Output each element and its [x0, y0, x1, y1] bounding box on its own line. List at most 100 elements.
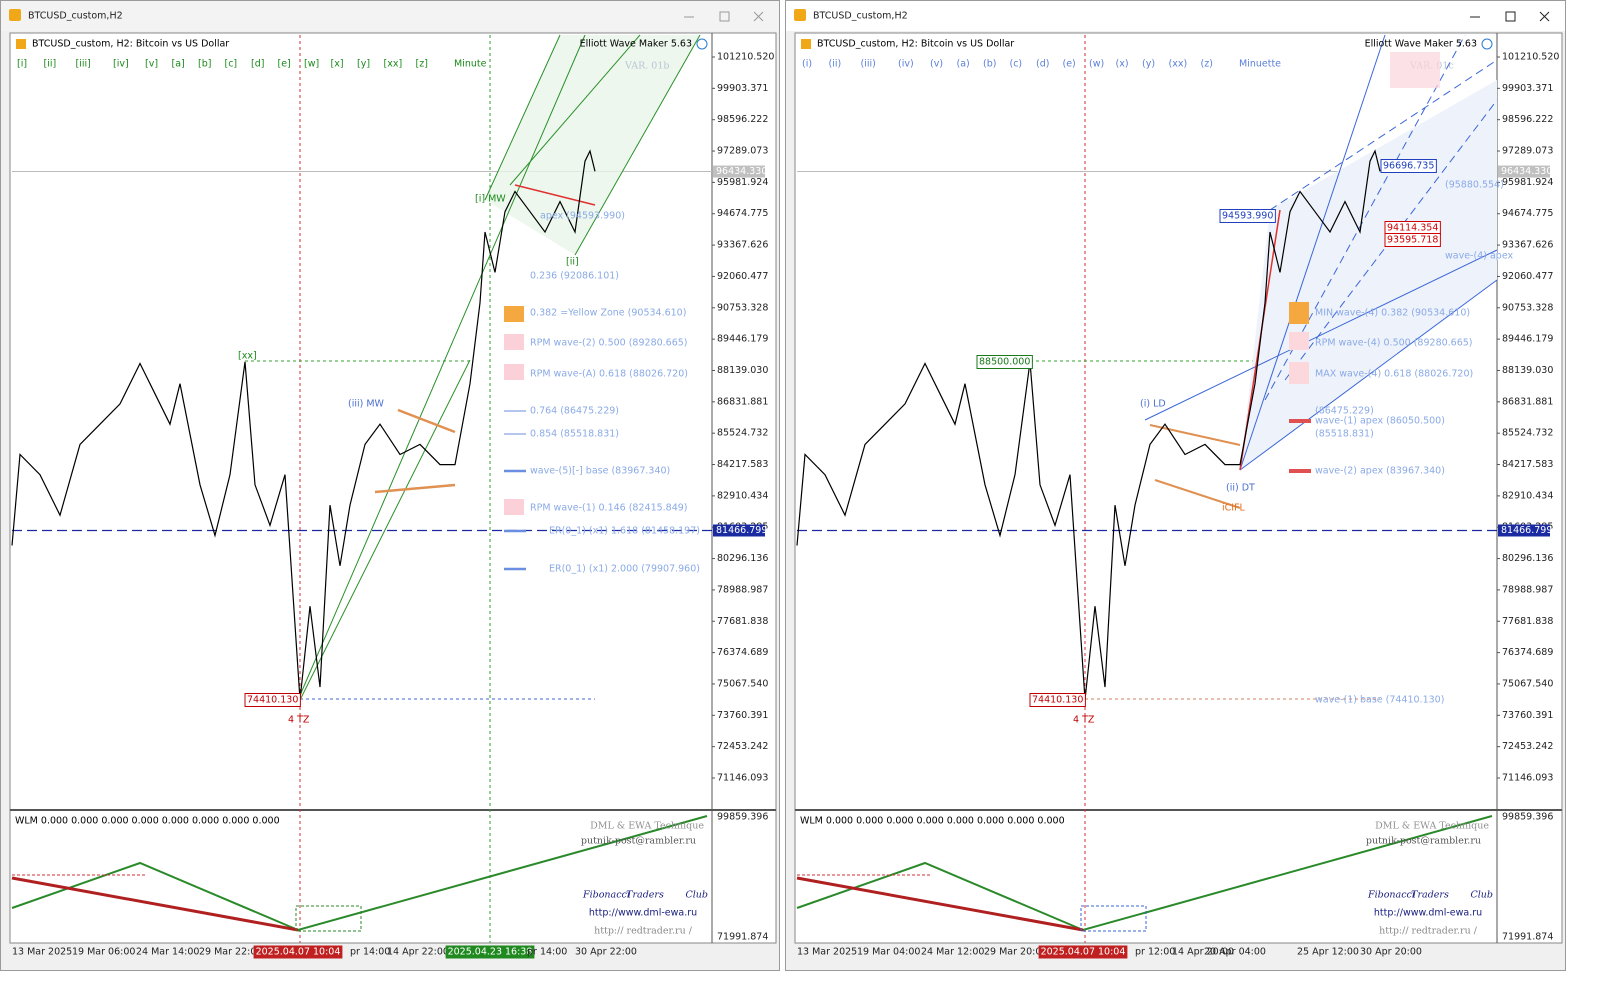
wave-button[interactable]: (d) [1036, 59, 1049, 70]
level-label: 81466.799 [1501, 525, 1552, 536]
wave-button[interactable]: (a) [957, 59, 970, 70]
indicator-line [11, 876, 299, 932]
wave-button[interactable]: [v] [145, 59, 158, 70]
maximize-button[interactable] [719, 11, 730, 22]
tool-icon[interactable] [1481, 38, 1493, 50]
wave-annotation: 0.236 (92086.101) [530, 271, 619, 282]
wave-button[interactable]: [e] [278, 59, 291, 70]
price-tick-label: 84217.583 [717, 459, 768, 470]
channel-line [484, 34, 561, 201]
wave-button[interactable]: [a] [172, 59, 185, 70]
wave-button[interactable]: [iii] [76, 59, 91, 70]
price-tick-label: 71146.093 [717, 773, 768, 784]
orange-line [374, 483, 456, 494]
title-bar [1, 1, 779, 31]
wave-annotation: (i) LD [1140, 399, 1166, 410]
wave-button[interactable]: (z) [1201, 59, 1213, 70]
price-tick-label: 86831.881 [1502, 396, 1553, 407]
price-tick-label: 90753.328 [717, 302, 768, 313]
wave-button[interactable]: [iv] [113, 59, 129, 70]
price-tag-box [1029, 693, 1086, 707]
time-tick-label: 29 Mar 20:00 [984, 947, 1047, 958]
price-tick-label: 89446.179 [717, 334, 768, 345]
price-tick-label: 90753.328 [1502, 302, 1553, 313]
wave-button[interactable]: (b) [983, 59, 996, 70]
wave-annotation: [ii] [566, 257, 579, 268]
wave-button[interactable]: (iii) [861, 59, 876, 70]
wave-button[interactable]: [xx] [384, 59, 403, 70]
wave-annotation: wave-(4) apex [1445, 251, 1513, 262]
time-tick-label: 13 Mar 2025 [12, 947, 72, 958]
wave-annotation: 93595.718 [1387, 235, 1438, 246]
wave-button[interactable]: (e) [1063, 59, 1076, 70]
price-tick-label: 78988.987 [717, 584, 768, 595]
wave-button[interactable]: [b] [198, 59, 211, 70]
close-button[interactable] [753, 11, 764, 22]
variant-zone [1390, 52, 1440, 88]
wave-button[interactable]: (y) [1142, 59, 1155, 70]
time-tick-label: 20 Apr 04:00 [1204, 947, 1266, 958]
channel-line [509, 34, 641, 186]
price-tick-label: 73760.391 [1502, 710, 1553, 721]
price-tick-label: 85524.732 [717, 428, 768, 439]
indicator-top: 99859.396 [717, 812, 768, 823]
credit: Fibonacci [1367, 890, 1415, 901]
price-line [796, 149, 1381, 700]
wave-button[interactable]: [x] [331, 59, 344, 70]
credit-link[interactable]: http://www.dml-ewa.ru [589, 908, 697, 919]
wave-annotation: 74410.130 [1032, 695, 1083, 706]
indicator-bottom: 71991.874 [717, 932, 768, 943]
wave-annotation: 94593.990 [1222, 211, 1273, 222]
wave-button[interactable]: [y] [357, 59, 370, 70]
indicator-bottom: 71991.874 [1502, 932, 1553, 943]
wave-button[interactable]: [c] [225, 59, 238, 70]
wave-button[interactable]: (ii) [829, 59, 842, 70]
last-price-label: 96434.330 [716, 166, 767, 177]
wave-button[interactable]: [w] [304, 59, 319, 70]
credit-link[interactable]: http:// redtrader.ru / [594, 926, 693, 937]
close-button[interactable] [1539, 11, 1550, 22]
wave-button[interactable]: [d] [251, 59, 264, 70]
wave-annotation: 0.854 (85518.831) [530, 429, 619, 440]
price-tick-label: 93367.626 [1502, 240, 1553, 251]
price-tick-label: 99903.371 [717, 83, 768, 94]
time-marker-box [253, 945, 343, 959]
price-tick-label: 95981.924 [1502, 177, 1553, 188]
credit-link[interactable]: http:// redtrader.ru / [1379, 926, 1478, 937]
wave-annotation: 96696.735 [1383, 161, 1434, 172]
wave-button[interactable]: (w) [1089, 59, 1104, 70]
wave-button[interactable]: (v) [930, 59, 943, 70]
price-tick-label: 88139.030 [717, 365, 768, 376]
zone-swatch [504, 499, 524, 515]
maximize-button[interactable] [1505, 11, 1516, 22]
wave-button[interactable]: (iv) [898, 59, 914, 70]
price-tick-label: 72453.242 [1502, 741, 1553, 752]
orange-line [1149, 424, 1241, 446]
wave-annotation: [i] MW [475, 194, 506, 205]
tool-icon[interactable] [696, 38, 708, 50]
credit: Traders [1411, 890, 1449, 901]
last-price-box [1498, 165, 1550, 178]
price-tick-label: 99903.371 [1502, 83, 1553, 94]
time-tick-label: 2025.04.07 10:04 [256, 947, 341, 958]
app-icon [9, 9, 21, 21]
wave-button[interactable]: [ii] [44, 59, 57, 70]
wave-mode[interactable]: Minuette [1239, 59, 1281, 70]
wave-button[interactable]: [i] [17, 59, 27, 70]
credit: Traders [626, 890, 664, 901]
wave-button[interactable]: (c) [1010, 59, 1023, 70]
time-tick-label: 24 Mar 14:00 [136, 947, 199, 958]
wave-button[interactable]: [z] [416, 59, 428, 70]
zone-swatch [1289, 302, 1309, 324]
price-tag-box [976, 355, 1033, 369]
symbol-icon [801, 39, 811, 49]
time-marker-box [1038, 945, 1128, 959]
wave-mode[interactable]: Minute [454, 59, 487, 70]
wave-button[interactable]: (x) [1116, 59, 1129, 70]
credit-link[interactable]: http://www.dml-ewa.ru [1374, 908, 1482, 919]
wave-button[interactable]: (i) [802, 59, 812, 70]
orange-line [397, 408, 456, 434]
indicator-top: 99859.396 [1502, 812, 1553, 823]
wave-button[interactable]: (xx) [1169, 59, 1188, 70]
